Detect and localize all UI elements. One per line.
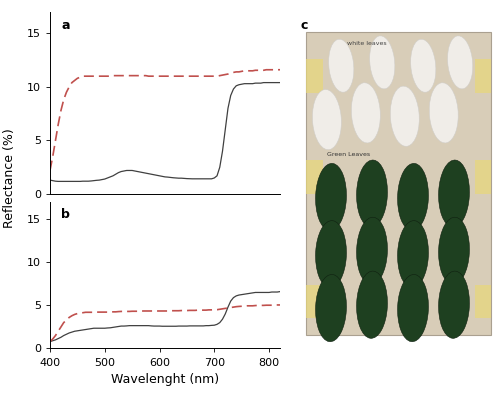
Text: c: c xyxy=(300,19,308,32)
Ellipse shape xyxy=(356,160,388,227)
Ellipse shape xyxy=(328,39,354,92)
Text: Green Leaves: Green Leaves xyxy=(327,152,370,156)
Ellipse shape xyxy=(316,221,346,288)
FancyBboxPatch shape xyxy=(306,160,323,194)
Ellipse shape xyxy=(398,164,428,230)
Ellipse shape xyxy=(448,36,473,89)
FancyBboxPatch shape xyxy=(474,284,491,318)
Ellipse shape xyxy=(356,271,388,338)
Ellipse shape xyxy=(312,89,342,150)
Ellipse shape xyxy=(370,36,395,89)
FancyBboxPatch shape xyxy=(306,32,491,335)
Ellipse shape xyxy=(410,39,436,92)
Ellipse shape xyxy=(356,217,388,284)
Ellipse shape xyxy=(430,83,458,143)
X-axis label: Wavelenght (nm): Wavelenght (nm) xyxy=(111,373,219,386)
Ellipse shape xyxy=(316,274,346,342)
Text: b: b xyxy=(62,208,70,221)
Text: white leaves: white leaves xyxy=(348,40,387,46)
Ellipse shape xyxy=(438,217,470,284)
Ellipse shape xyxy=(398,274,428,342)
FancyBboxPatch shape xyxy=(306,284,323,318)
Ellipse shape xyxy=(316,164,346,230)
Ellipse shape xyxy=(438,271,470,338)
Ellipse shape xyxy=(390,86,420,147)
Text: Reflectance (%): Reflectance (%) xyxy=(4,128,16,228)
Ellipse shape xyxy=(438,160,470,227)
FancyBboxPatch shape xyxy=(474,160,491,194)
Ellipse shape xyxy=(398,221,428,288)
FancyBboxPatch shape xyxy=(306,59,323,93)
FancyBboxPatch shape xyxy=(474,59,491,93)
Ellipse shape xyxy=(352,83,380,143)
Text: a: a xyxy=(62,19,70,32)
